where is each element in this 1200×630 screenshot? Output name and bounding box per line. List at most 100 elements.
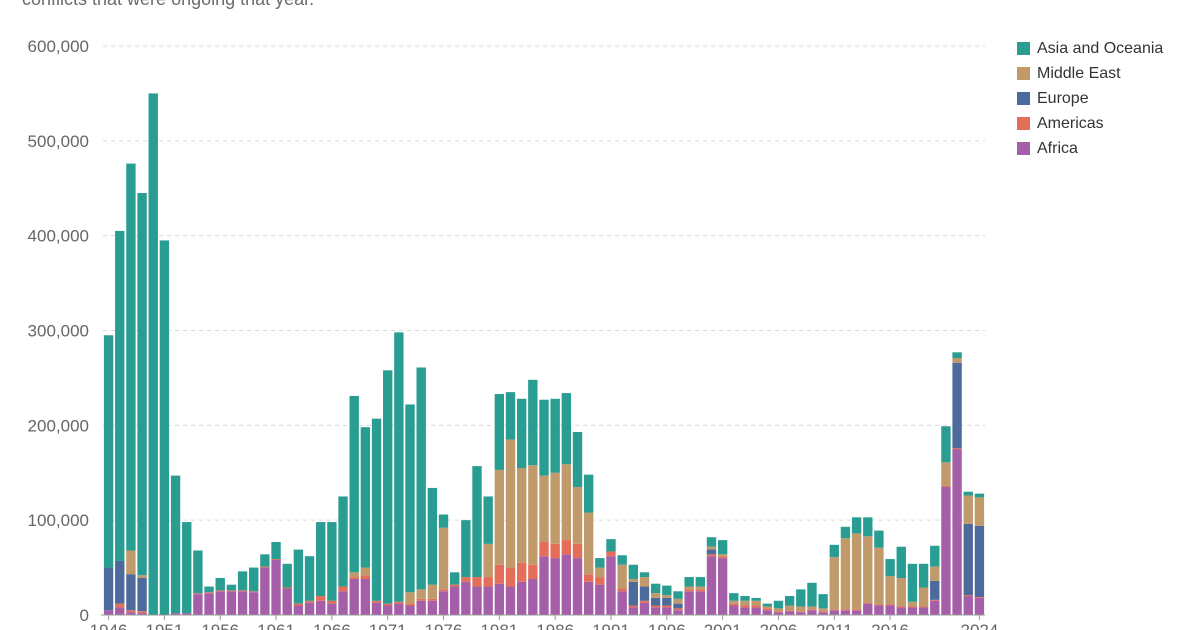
bar-segment-africa: [327, 603, 337, 615]
bar-segment-africa: [472, 586, 482, 615]
bar-segment-africa: [706, 556, 717, 615]
bar-segment-asia-and-oceania: [829, 544, 839, 558]
bar-segment-africa: [606, 556, 616, 615]
bar-segment-africa: [595, 584, 605, 615]
bar-segment-africa: [338, 591, 348, 615]
bar-segment-americas: [539, 541, 549, 557]
bar-segment-africa: [863, 603, 873, 615]
bar-segment-africa: [215, 591, 225, 615]
bar-segment-americas: [628, 605, 639, 608]
bar-segment-europe: [137, 578, 147, 612]
legend-item: Europe: [1017, 86, 1163, 111]
bar-segment-americas: [885, 604, 895, 606]
y-tick-label: 0: [80, 606, 89, 625]
bar-segment-asia-and-oceania: [483, 496, 493, 544]
bar-segment-americas: [863, 602, 873, 604]
bar-segment-africa: [371, 602, 382, 615]
bar-segment-africa: [818, 612, 828, 615]
bar-segment-asia-and-oceania: [706, 537, 717, 547]
bar-segment-asia-and-oceania: [427, 487, 438, 585]
bar-segment-middle-east: [405, 592, 415, 604]
bar-segment-asia-and-oceania: [394, 332, 404, 602]
bar-segment-africa: [617, 591, 627, 615]
legend-item: Asia and Oceania: [1017, 36, 1163, 61]
bar-segment-asia-and-oceania: [896, 546, 906, 579]
bar-segment-africa: [249, 592, 259, 615]
bar-segment-americas: [729, 603, 739, 606]
bar-segment-africa: [539, 556, 549, 615]
bar-segment-americas: [918, 606, 929, 608]
bar-segment-asia-and-oceania: [595, 558, 605, 568]
bar-segment-americas: [304, 600, 315, 603]
bar-segment-middle-east: [539, 475, 549, 542]
legend-item: Africa: [1017, 136, 1163, 161]
bar-segment-middle-east: [851, 533, 862, 610]
bar-segment-asia-and-oceania: [360, 427, 371, 568]
x-tick-label: 1981: [480, 621, 518, 630]
x-tick-label: 2016: [871, 621, 909, 630]
legend-label: Americas: [1037, 114, 1104, 132]
bar-segment-americas: [930, 599, 940, 601]
bar-segment-middle-east: [639, 577, 650, 587]
bar-segment-asia-and-oceania: [148, 93, 158, 615]
bar-segment-middle-east: [796, 606, 806, 612]
bar-segment-americas: [952, 448, 962, 450]
legend: Asia and Oceania Middle East Europe America…: [1017, 36, 1163, 161]
bar-segment-americas: [796, 611, 806, 613]
bar-segment-africa: [684, 591, 694, 615]
bar-segment-americas: [193, 593, 203, 595]
x-tick-label: 1956: [201, 621, 239, 630]
bar-segment-middle-east: [863, 536, 873, 603]
bar-segment-europe: [673, 603, 683, 609]
bar-segment-asia-and-oceania: [215, 578, 225, 591]
chart-subtitle: conflicts that were ongoing that year.: [22, 0, 314, 10]
bar-segment-middle-east: [974, 497, 985, 526]
bar-segment-americas: [662, 605, 672, 608]
bar-segment-asia-and-oceania: [383, 370, 393, 604]
bar-segment-americas: [583, 574, 594, 582]
bar-segment-europe: [628, 581, 639, 606]
bar-segment-asia-and-oceania: [673, 591, 683, 599]
bar-segment-asia-and-oceania: [170, 475, 181, 614]
bar-segment-asia-and-oceania: [237, 571, 248, 591]
bar-segment-europe: [706, 549, 717, 555]
bar-segment-africa: [427, 600, 438, 615]
bar-segment-africa: [494, 583, 505, 615]
bar-segment-americas: [706, 554, 717, 557]
y-tick-label: 500,000: [28, 132, 89, 151]
bar-segment-americas: [717, 556, 728, 559]
bar-segment-africa: [293, 605, 304, 615]
bar-segment-middle-east: [751, 600, 761, 606]
bar-segment-americas: [449, 584, 460, 587]
bar-segment-middle-east: [930, 566, 940, 581]
bar-segment-asia-and-oceania: [583, 474, 594, 513]
bar-segment-middle-east: [874, 547, 884, 605]
bar-segment-americas: [494, 564, 505, 584]
bar-segment-asia-and-oceania: [505, 392, 516, 440]
axes: 0 100,000 200,000 300,000 400,000 500,000 600,…: [28, 37, 999, 630]
bar-segment-middle-east: [963, 495, 973, 524]
bar-segment-africa: [170, 613, 181, 615]
bar-segment-africa: [528, 578, 538, 615]
bar-segment-africa: [695, 591, 705, 615]
bar-segment-asia-and-oceania: [684, 577, 694, 587]
bar-segment-asia-and-oceania: [885, 559, 895, 577]
bar-segment-asia-and-oceania: [282, 563, 292, 588]
bar-segment-americas: [383, 603, 393, 606]
legend-item: Americas: [1017, 111, 1163, 136]
bar-segment-middle-east: [528, 465, 538, 565]
bar-segment-africa: [963, 596, 973, 615]
bar-segment-middle-east: [907, 601, 918, 607]
bar-segment-americas: [293, 603, 304, 606]
bar-segment-americas: [204, 592, 214, 594]
bar-segment-africa: [796, 612, 806, 615]
bar-segment-asia-and-oceania: [729, 593, 739, 601]
bar-segment-africa: [583, 581, 594, 615]
y-tick-label: 300,000: [28, 322, 89, 341]
bar-segment-africa: [115, 607, 125, 615]
bar-segment-asia-and-oceania: [137, 192, 147, 576]
bar-segment-americas: [249, 591, 259, 593]
bar-segment-americas: [126, 610, 136, 613]
bar-segment-americas: [639, 600, 650, 603]
bar-segment-asia-and-oceania: [405, 404, 415, 593]
